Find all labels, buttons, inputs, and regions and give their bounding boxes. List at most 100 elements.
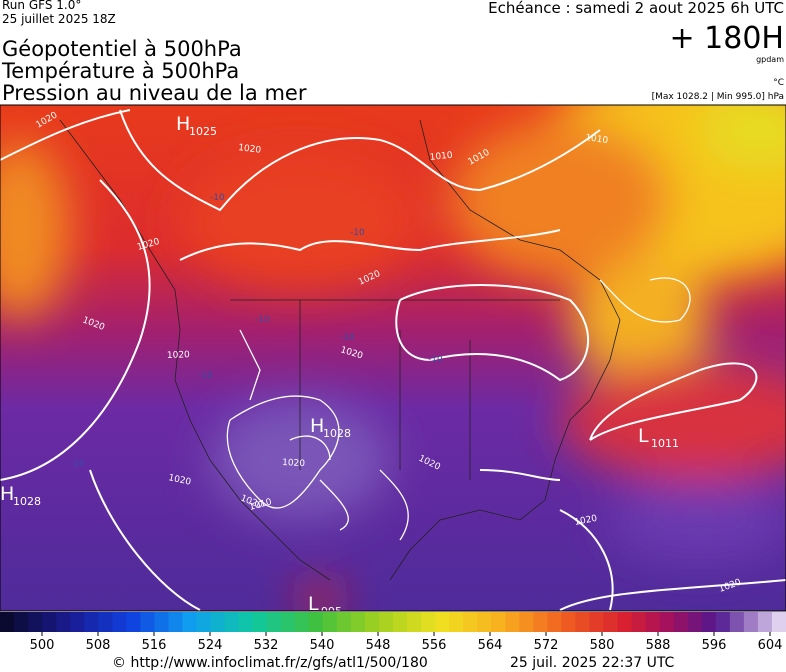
scale-label: 524 bbox=[198, 638, 223, 653]
isobar-label: 1010 bbox=[585, 133, 609, 146]
center-value: 1011 bbox=[651, 437, 679, 450]
scale-cell bbox=[14, 612, 29, 632]
center-letter: H bbox=[310, 415, 324, 437]
scale-cell bbox=[252, 612, 268, 632]
scale-cell bbox=[757, 612, 773, 632]
scale-cell bbox=[519, 612, 534, 632]
scale-label: 572 bbox=[534, 638, 559, 653]
scale-cell bbox=[322, 612, 338, 632]
scale-cell bbox=[673, 612, 689, 632]
scale-cell bbox=[224, 612, 240, 632]
run: Run GFS 1.0° bbox=[2, 0, 81, 12]
source: © http://www.infoclimat.fr/z/gfs/atl1/50… bbox=[112, 655, 428, 671]
scale-cell bbox=[182, 612, 197, 632]
scale-cell bbox=[729, 612, 745, 632]
run-date: 25 juillet 2025 18Z bbox=[2, 12, 116, 26]
unit-geo: gpdam bbox=[756, 55, 784, 64]
scale-cell bbox=[126, 612, 141, 632]
scale-label: 516 bbox=[142, 638, 167, 653]
center-letter: H bbox=[176, 113, 190, 135]
scale-cell bbox=[210, 612, 226, 632]
isotherm-label: -10 bbox=[428, 355, 443, 365]
title: Géopotentiel à 500hPa bbox=[2, 37, 242, 61]
scale-label: 508 bbox=[86, 638, 111, 653]
scale-cell bbox=[42, 612, 57, 632]
map-frame bbox=[0, 104, 786, 612]
scale-cell bbox=[378, 612, 394, 632]
scale-cell bbox=[280, 612, 296, 632]
extremes: [Max 1028.2 | Min 995.0] hPa bbox=[652, 92, 784, 102]
scale-label: 556 bbox=[422, 638, 447, 653]
isotherm-label: -10 bbox=[210, 193, 225, 203]
title: Température à 500hPa bbox=[1, 59, 239, 83]
scale-cell bbox=[771, 612, 786, 632]
scale-cell bbox=[56, 612, 71, 632]
scale-cell bbox=[238, 612, 254, 632]
scale-label: 540 bbox=[310, 638, 335, 653]
scale-cell bbox=[350, 612, 366, 632]
scale-label: 500 bbox=[30, 638, 55, 653]
scale-cell bbox=[294, 612, 310, 632]
scale-label: 604 bbox=[758, 638, 783, 653]
scale-cell bbox=[336, 612, 352, 632]
scale-cell bbox=[547, 612, 562, 632]
scale-cell bbox=[477, 612, 492, 632]
center-value: 1028 bbox=[323, 427, 351, 440]
scale-cell bbox=[407, 612, 422, 632]
scale-cell bbox=[435, 612, 450, 632]
scale-label: 580 bbox=[590, 638, 615, 653]
color-scale: 500 508 516 524 532 540 548 556 564 572 580 588 596 6… bbox=[0, 612, 786, 653]
scale-cell bbox=[266, 612, 282, 632]
title: Pression au niveau de la mer bbox=[2, 81, 307, 105]
center-letter: L bbox=[638, 425, 649, 447]
scale-cell bbox=[364, 612, 380, 632]
scale-cell bbox=[449, 612, 464, 632]
scale-cell bbox=[645, 612, 661, 632]
isobar-label: 1010 bbox=[429, 151, 453, 163]
scale-label: 588 bbox=[646, 638, 671, 653]
isotherm-label: -10 bbox=[340, 333, 355, 343]
generated: 25 juil. 2025 22:37 UTC bbox=[510, 655, 675, 671]
center-letter: H bbox=[0, 483, 14, 505]
scale-label: 596 bbox=[702, 638, 727, 653]
scale-cell bbox=[575, 612, 590, 632]
scale-cell bbox=[659, 612, 675, 632]
scale-cell bbox=[701, 612, 717, 632]
scale-cell bbox=[687, 612, 703, 632]
scale-cell bbox=[84, 612, 99, 632]
scale-cell bbox=[393, 612, 408, 632]
valid-time: Echéance : samedi 2 aout 2025 6h UTC bbox=[488, 0, 784, 17]
isotherm-label: -10 bbox=[70, 459, 85, 469]
lead-time: + 180H bbox=[670, 21, 785, 56]
scale-cell bbox=[154, 612, 169, 632]
isobar-label: 1020 bbox=[167, 473, 192, 488]
scale-cell bbox=[603, 612, 619, 632]
scale-cell bbox=[168, 612, 183, 632]
center-letter: L bbox=[308, 593, 319, 615]
scale-label: 548 bbox=[366, 638, 391, 653]
isobar-label: 1020 bbox=[238, 143, 262, 156]
scale-cell bbox=[196, 612, 212, 632]
map bbox=[0, 105, 786, 611]
scale-cell bbox=[743, 612, 759, 632]
scale-cell bbox=[715, 612, 731, 632]
scale-label: 532 bbox=[254, 638, 279, 653]
unit-temp: °C bbox=[773, 78, 784, 88]
isobar-label: 1020 bbox=[574, 514, 599, 528]
scale-cell bbox=[561, 612, 576, 632]
isotherm-label: -10 bbox=[350, 228, 365, 238]
scale-cell bbox=[421, 612, 436, 632]
center-value: 1028 bbox=[13, 495, 41, 508]
scale-cell bbox=[617, 612, 633, 632]
scale-cell bbox=[0, 612, 15, 632]
isotherm-label: -10 bbox=[198, 371, 213, 381]
scale-cell bbox=[28, 612, 43, 632]
scale-cell bbox=[589, 612, 605, 632]
scale-label: 564 bbox=[478, 638, 503, 653]
center-value: 1025 bbox=[189, 125, 217, 138]
scale-cell bbox=[112, 612, 127, 632]
scale-cell bbox=[98, 612, 113, 632]
